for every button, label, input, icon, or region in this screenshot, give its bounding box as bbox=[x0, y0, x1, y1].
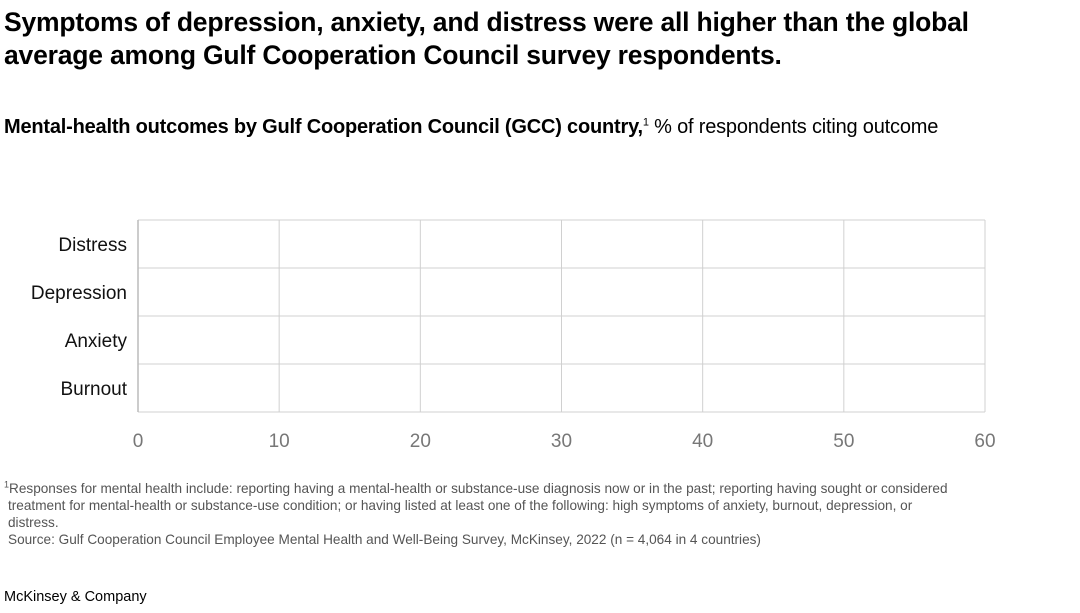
footnote-text: 1Responses for mental health include: re… bbox=[4, 479, 948, 496]
footnote-line: treatment for mental-health or substance… bbox=[8, 497, 913, 513]
y-category-label: Burnout bbox=[60, 379, 127, 400]
footnote-line: distress. bbox=[8, 514, 59, 530]
brand-logo-text: McKinsey & Company bbox=[4, 589, 147, 605]
y-category-label: Distress bbox=[58, 235, 127, 256]
footnotes: 1Responses for mental health include: re… bbox=[4, 476, 1074, 548]
subtitle-bold: Mental-health outcomes by Gulf Cooperati… bbox=[4, 116, 643, 138]
chart-title: Symptoms of depression, anxiety, and dis… bbox=[4, 7, 969, 70]
bar-chart: 0 10 20 30 40 50 60 Distress Depression Anxiety Bu… bbox=[31, 219, 996, 452]
subtitle-unit: % of respondents citing outcome bbox=[648, 116, 939, 138]
footnote-number: 1 bbox=[4, 479, 10, 489]
source-note: Source: Gulf Cooperation Council Employe… bbox=[8, 531, 761, 547]
x-tick-label: 60 bbox=[974, 431, 995, 452]
x-tick-label: 0 bbox=[133, 431, 144, 452]
footnote-marker: 1 bbox=[642, 116, 649, 129]
x-tick-label: 20 bbox=[410, 431, 431, 452]
footnote-line: Responses for mental health include: rep… bbox=[9, 480, 948, 496]
chart-subtitle: Mental-health outcomes by Gulf Cooperati… bbox=[4, 116, 938, 139]
x-tick-label: 10 bbox=[269, 431, 290, 452]
y-category-label: Depression bbox=[31, 283, 127, 304]
x-tick-label: 30 bbox=[551, 431, 572, 452]
x-tick-label: 40 bbox=[692, 431, 713, 452]
y-category-label: Anxiety bbox=[65, 331, 128, 352]
x-tick-label: 50 bbox=[833, 431, 854, 452]
